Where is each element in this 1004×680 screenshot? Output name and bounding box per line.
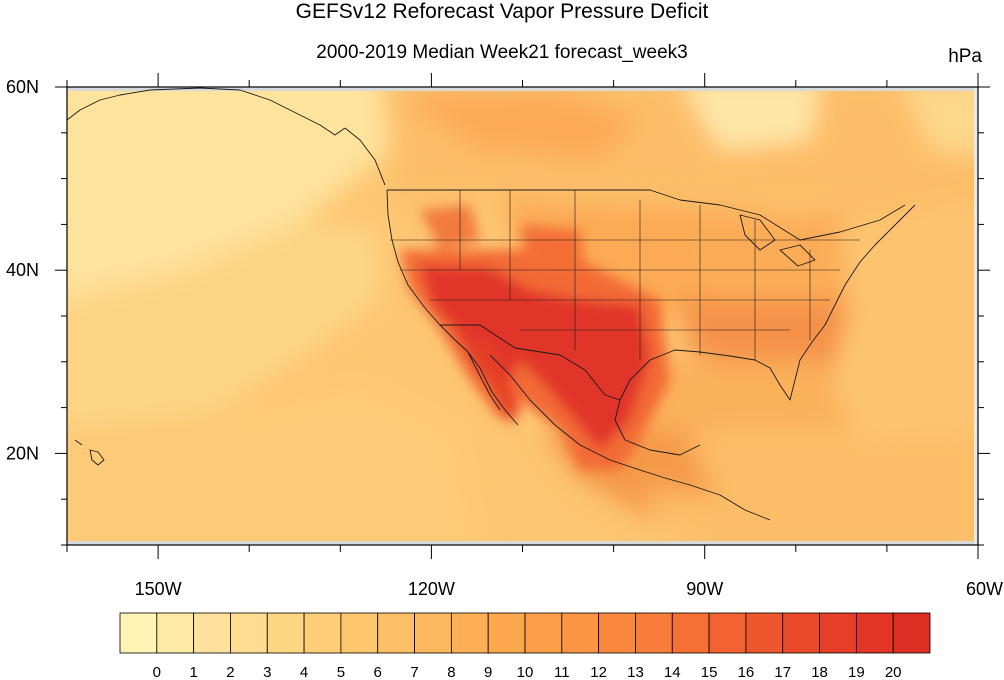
lat-label: 40N (6, 260, 39, 280)
colorbar-label: 13 (627, 664, 644, 680)
colorbar-swatch (819, 612, 857, 654)
colorbar-swatch (450, 612, 489, 654)
field-smooth (67, 87, 978, 545)
colorbar-swatch (782, 612, 820, 654)
colorbar-swatch (156, 612, 195, 654)
alaska-coast (66, 87, 346, 136)
colorbar-label: 20 (885, 664, 902, 680)
colorbar-label: 9 (484, 664, 492, 680)
colorbar-label: 14 (664, 664, 681, 680)
colorbar-label: 0 (153, 664, 161, 680)
region-baja (470, 330, 520, 425)
missing-data-right (974, 87, 978, 545)
colorbar-label: 8 (447, 664, 455, 680)
colorbar: 0 1 2 3 4 5 6 7 8 9 10 11 12 13 14 15 16 17 18 19 20 (119, 612, 931, 680)
axis-ticks (55, 73, 990, 559)
region-wyoming (520, 225, 585, 270)
lon-label: 90W (686, 579, 723, 599)
colorbar-label: 1 (189, 664, 197, 680)
colorbar-label: 17 (774, 664, 791, 680)
us-canada-border (387, 189, 906, 241)
mexico-west-coast (489, 354, 771, 521)
chart-subtitle: 2000-2019 Median Week21 forecast_week3 (316, 42, 688, 63)
colorbar-label: 19 (848, 664, 865, 680)
gulf-coast (619, 204, 916, 401)
colorbar-swatch (266, 612, 305, 654)
lon-label: 60W (966, 579, 1003, 599)
yucatan (614, 399, 701, 456)
colorbar-label: 18 (811, 664, 828, 680)
field-hot-core (400, 205, 670, 470)
coastlines (66, 87, 916, 521)
colorbar-swatch (745, 612, 784, 654)
region-pacific-south (67, 380, 478, 545)
lon-label: 150W (135, 579, 182, 599)
colorbar-swatch (119, 612, 158, 654)
alaska-panhandle (344, 127, 386, 186)
colorbar-label: 12 (590, 664, 607, 680)
region-southwest-core (420, 265, 650, 450)
region-idaho (420, 205, 480, 250)
region-labrador (903, 87, 978, 157)
colorbar-swatch (671, 612, 710, 654)
colorbar-swatch (635, 612, 673, 654)
colorbar-swatch (414, 612, 452, 654)
colorbar-label: 6 (374, 664, 382, 680)
missing-data-top (67, 87, 978, 91)
colorbar-label: 10 (517, 664, 534, 680)
region-north-pacific-glow (400, 92, 640, 160)
colorbar-label: 3 (263, 664, 271, 680)
colorbar-swatch (598, 612, 636, 654)
colorbar-label: 15 (701, 664, 718, 680)
hawaii (74, 439, 105, 466)
colorbar-swatch (708, 612, 747, 654)
map-field (67, 87, 978, 545)
colorbar-label: 11 (554, 664, 570, 680)
colorbar-swatch (303, 612, 342, 654)
colorbar-label: 7 (410, 664, 418, 680)
colorbar-label: 2 (226, 664, 234, 680)
colorbar-label: 5 (337, 664, 345, 680)
colorbar-swatch (340, 612, 379, 654)
region-hudson (684, 87, 819, 150)
great-lakes (739, 214, 816, 267)
colorbar-swatch (377, 612, 415, 654)
axis-labels: 60N 40N 20N 150W 120W 90W 60W (6, 77, 1003, 599)
lat-label: 60N (6, 77, 39, 97)
colorbar-swatch (855, 612, 894, 654)
units-label: hPa (948, 46, 982, 67)
lon-label: 120W (408, 579, 455, 599)
state-borders (390, 190, 860, 360)
region-central-america (640, 490, 780, 545)
region-atlantic (840, 202, 978, 440)
colorbar-swatch (230, 612, 268, 654)
colorbar-swatch (193, 612, 231, 654)
lat-label: 20N (6, 443, 39, 463)
colorbar-swatch (561, 612, 600, 654)
colorbar-label: 4 (300, 664, 308, 680)
region-pacific-nw (67, 87, 416, 329)
colorbar-swatch (892, 612, 931, 654)
chart-title: GEFSv12 Reforecast Vapor Pressure Defici… (295, 0, 709, 23)
colorbar-swatch (524, 612, 563, 654)
us-mexico-border (440, 324, 621, 401)
missing-data-bottom (67, 541, 978, 545)
colorbar-label: 16 (738, 664, 755, 680)
region-caribbean (700, 420, 978, 545)
region-pacific-mid (67, 220, 380, 447)
colorbar-swatch (487, 612, 526, 654)
